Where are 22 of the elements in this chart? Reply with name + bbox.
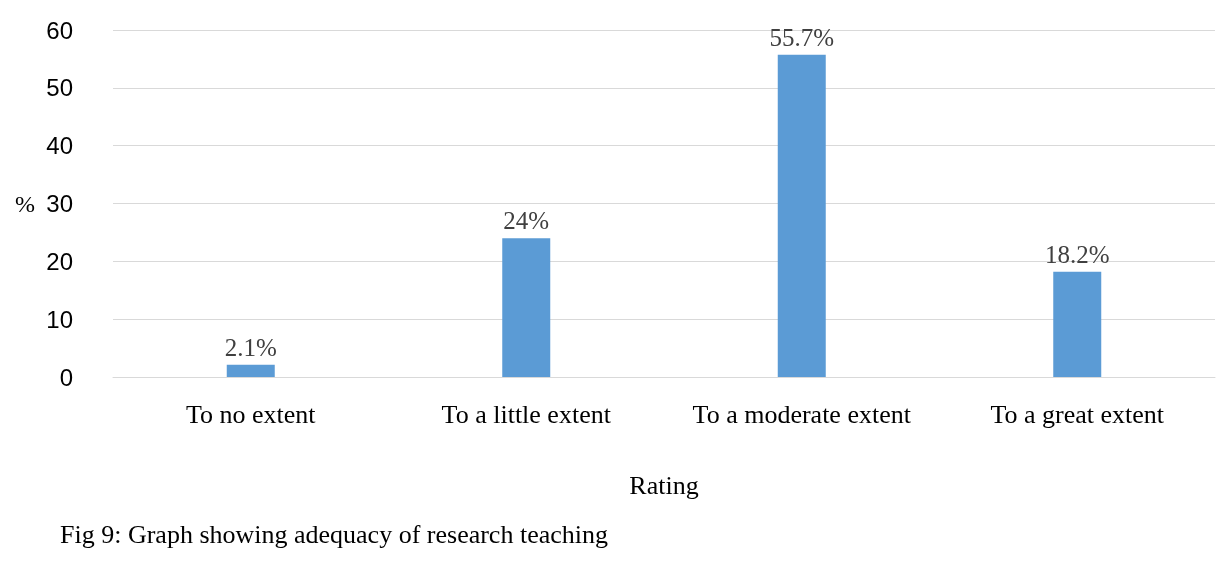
bar bbox=[777, 54, 826, 377]
x-tick-label: To a great extent bbox=[990, 399, 1165, 429]
y-axis-title: % bbox=[15, 190, 35, 217]
y-tick-label: 30 bbox=[46, 190, 73, 217]
y-tick-label: 0 bbox=[59, 363, 73, 391]
y-tick-label: 40 bbox=[46, 132, 73, 160]
caption: Fig 9: Graph showing adequacy of research teaching bbox=[60, 520, 608, 550]
bar bbox=[1053, 271, 1102, 377]
y-tick-label: 10 bbox=[46, 305, 73, 333]
data-label: 55.7% bbox=[769, 23, 835, 51]
bar bbox=[502, 238, 551, 377]
x-tick-label: To no extent bbox=[185, 399, 317, 429]
data-label: 18.2% bbox=[1044, 240, 1110, 268]
y-tick-label: 50 bbox=[46, 74, 73, 102]
data-label: 24% bbox=[503, 207, 550, 235]
y-tick-label: 60 bbox=[46, 16, 73, 44]
y-tick-label: 20 bbox=[46, 247, 73, 275]
x-tick-label: To a moderate extent bbox=[692, 399, 912, 429]
x-axis-title: Rating bbox=[629, 470, 699, 500]
data-label: 2.1% bbox=[224, 333, 277, 361]
bar bbox=[226, 364, 275, 377]
x-tick-label: To a little extent bbox=[441, 399, 612, 429]
